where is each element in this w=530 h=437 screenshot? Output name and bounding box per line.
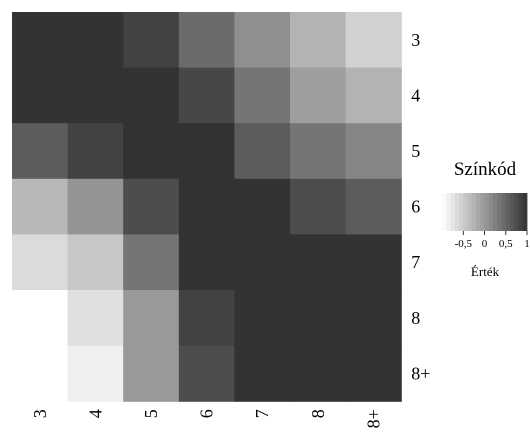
- legend-color-step-8: [476, 193, 481, 231]
- heatmap-cell-r2-c3: [178, 123, 235, 180]
- legend-color-step-18: [518, 193, 524, 231]
- heatmap-cell-r6-c0: [12, 345, 69, 402]
- heatmap-cell-r3-c2: [123, 178, 180, 235]
- legend-color-step-15: [505, 193, 511, 231]
- heatmap-cell-r4-c3: [178, 234, 235, 291]
- heatmap-cell-r6-c5: [290, 345, 347, 402]
- y-axis-tick-labels: 3 4 5 6 7 8 8+: [411, 30, 430, 384]
- heatmap-cell-r1-c2: [123, 67, 180, 124]
- x-axis-tick-labels: 3 4 5 6 7 8 8+: [30, 409, 384, 428]
- legend-color-step-12: [493, 193, 498, 231]
- y-tick-label-5: 8: [411, 308, 420, 328]
- x-tick-label-0: 3: [30, 409, 50, 418]
- y-tick-label-3: 6: [411, 197, 420, 217]
- heatmap-cell-r4-c1: [67, 234, 124, 291]
- heatmap-cell-r6-c6: [345, 345, 402, 402]
- legend-axis-label: Érték: [471, 264, 500, 279]
- x-tick-label-6: 8+: [363, 409, 383, 428]
- legend-color-step-13: [497, 193, 502, 231]
- heatmap-cell-r0-c1: [67, 12, 124, 69]
- heatmap-cell-r2-c2: [123, 123, 180, 180]
- heatmap-cell-r0-c6: [345, 12, 402, 69]
- heatmap-cell-r2-c4: [234, 123, 291, 180]
- heatmap-cell-r6-c3: [178, 345, 235, 402]
- legend-color-step-3: [454, 193, 460, 231]
- y-tick-label-4: 7: [411, 252, 420, 272]
- legend-color-step-19: [522, 193, 528, 231]
- heatmap-cell-r4-c5: [290, 234, 347, 291]
- legend-color-step-9: [480, 193, 485, 231]
- heatmap-cell-r1-c4: [234, 67, 291, 124]
- legend-color-step-2: [450, 193, 456, 231]
- heatmap-cell-r6-c4: [234, 345, 291, 402]
- heatmap-cell-r5-c0: [12, 290, 69, 347]
- legend-color-step-17: [514, 193, 519, 231]
- legend-color-step-16: [510, 193, 515, 231]
- heatmap-cell-r5-c6: [345, 290, 402, 347]
- heatmap-cell-r6-c2: [123, 345, 180, 402]
- heatmap-cell-r6-c1: [67, 345, 124, 402]
- heatmap-cell-r4-c6: [345, 234, 402, 291]
- legend-tick-label-1: 0: [482, 238, 488, 250]
- y-tick-label-6: 8+: [411, 363, 430, 383]
- legend-color-step-10: [484, 193, 490, 231]
- color-legend: Színkód -0,5 0 0,5 1 Érték: [442, 159, 530, 279]
- heatmap-cell-r3-c3: [178, 178, 235, 235]
- x-tick-label-4: 7: [252, 409, 272, 418]
- legend-tick-label-3: 1: [524, 238, 530, 250]
- legend-color-step-5: [463, 193, 468, 231]
- y-tick-label-0: 3: [411, 30, 420, 50]
- heatmap-cell-r1-c0: [12, 67, 69, 124]
- heatmap-cell-r4-c4: [234, 234, 291, 291]
- legend-title: Színkód: [454, 159, 517, 180]
- x-tick-label-1: 4: [85, 409, 105, 418]
- heatmap-cell-r5-c2: [123, 290, 180, 347]
- heatmap-cell-r3-c5: [290, 178, 347, 235]
- heatmap-cell-r0-c5: [290, 12, 347, 69]
- heatmap-cell-r5-c5: [290, 290, 347, 347]
- legend-color-step-4: [459, 193, 464, 231]
- legend-color-step-11: [488, 193, 494, 231]
- y-tick-label-2: 5: [411, 141, 420, 161]
- heatmap-cell-r2-c6: [345, 123, 402, 180]
- heatmap-cell-r3-c1: [67, 178, 124, 235]
- legend-color-step-1: [446, 193, 451, 231]
- heatmap-cell-r5-c1: [67, 290, 124, 347]
- heatmap-cell-r0-c4: [234, 12, 291, 69]
- heatmap-cell-r2-c0: [12, 123, 69, 180]
- heatmap-cell-r1-c1: [67, 67, 124, 124]
- heatmap-cell-r5-c3: [178, 290, 235, 347]
- legend-ticks: -0,5 0 0,5 1: [455, 231, 530, 250]
- x-tick-label-3: 6: [197, 409, 217, 418]
- legend-color-step-14: [501, 193, 507, 231]
- legend-tick-label-0: -0,5: [455, 238, 473, 250]
- heatmap-cell-r5-c4: [234, 290, 291, 347]
- heatmap-cell-r1-c6: [345, 67, 402, 124]
- heatmap-cell-r1-c3: [178, 67, 235, 124]
- heatmap-cell-r4-c0: [12, 234, 69, 291]
- x-tick-label-2: 5: [141, 409, 161, 418]
- heatmap-cell-r1-c5: [290, 67, 347, 124]
- legend-color-step-7: [471, 193, 477, 231]
- heatmap-cell-r3-c6: [345, 178, 402, 235]
- legend-color-bar: [442, 193, 528, 231]
- heatmap-cell-r0-c3: [178, 12, 235, 69]
- heatmap-cell-r2-c5: [290, 123, 347, 180]
- legend-color-step-6: [467, 193, 473, 231]
- heatmap-cell-r4-c2: [123, 234, 180, 291]
- heatmap-cell-r0-c0: [12, 12, 69, 69]
- heatmap-cell-r0-c2: [123, 12, 180, 69]
- legend-tick-label-2: 0,5: [499, 238, 513, 250]
- y-tick-label-1: 4: [411, 85, 420, 105]
- heatmap-cells: [12, 12, 402, 402]
- legend-color-step-0: [442, 193, 447, 231]
- heatmap-cell-r3-c0: [12, 178, 69, 235]
- heatmap-cell-r2-c1: [67, 123, 124, 180]
- heatmap-cell-r3-c4: [234, 178, 291, 235]
- x-tick-label-5: 8: [308, 409, 328, 418]
